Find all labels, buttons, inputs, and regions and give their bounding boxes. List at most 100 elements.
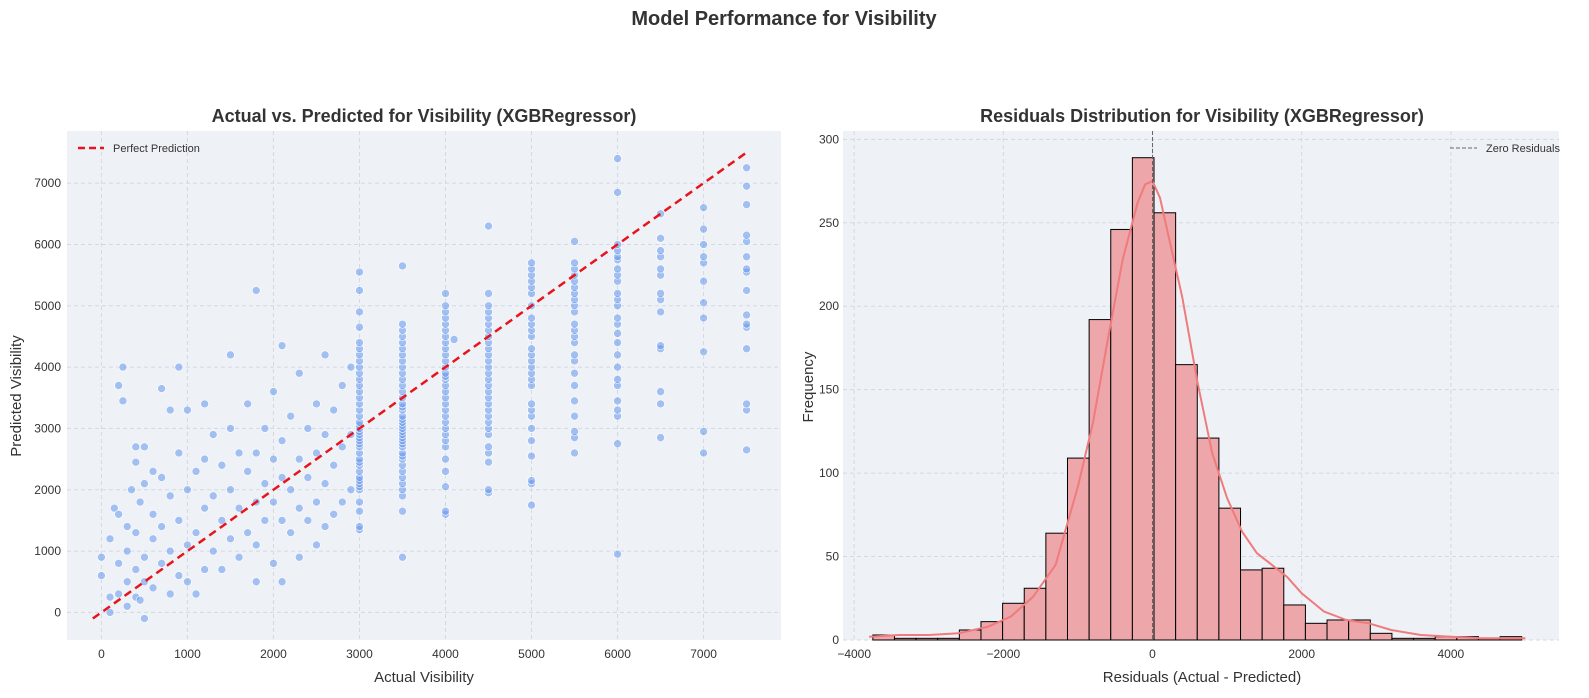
scatter-point [312, 399, 321, 409]
scatter-point [251, 448, 261, 458]
scatter-point [226, 485, 235, 495]
residuals-histogram-bar [1413, 637, 1436, 641]
scatter-point [398, 552, 407, 562]
scatter-point [251, 286, 261, 295]
scatter-y-ticks: 0 1000 2000 3000 4000 5000 6000 7000 [34, 176, 61, 619]
scatter-point [183, 577, 192, 587]
scatter-point [269, 559, 278, 568]
scatter-point [243, 399, 252, 409]
scatter-point [251, 577, 261, 587]
scatter-point [742, 310, 751, 320]
residuals-histogram-bar [937, 637, 960, 641]
figure-suptitle: Model Performance for Visibility [631, 8, 937, 30]
scatter-title: Actual vs. Predicted for Visibility (XGB… [212, 106, 637, 126]
scatter-point [277, 341, 287, 350]
scatter-point [269, 497, 278, 507]
scatter-y-tick-label: 7000 [34, 176, 61, 190]
scatter-point [148, 509, 158, 519]
scatter-point [148, 583, 158, 593]
scatter-point [699, 224, 708, 234]
residuals-y-tick-label: 300 [819, 132, 839, 146]
scatter-points [97, 154, 751, 623]
residuals-histogram-bar [893, 637, 917, 641]
scatter-point [355, 322, 364, 332]
scatter-point [441, 482, 450, 491]
scatter-panel: 0 1000 2000 3000 4000 5000 6000 7000 0 1000 2000 3… [8, 106, 781, 686]
scatter-point [320, 430, 330, 439]
scatter-point [320, 350, 330, 360]
scatter-point [105, 592, 115, 602]
scatter-point [570, 381, 579, 390]
scatter-point [398, 261, 407, 271]
scatter-point [527, 451, 536, 461]
scatter-point [699, 347, 708, 357]
scatter-point [277, 436, 287, 445]
scatter-point [226, 424, 235, 433]
residuals-histogram-bar [1304, 622, 1328, 641]
scatter-point [699, 313, 708, 323]
scatter-point [269, 387, 278, 396]
scatter-point [484, 221, 493, 231]
scatter-point [260, 424, 270, 433]
scatter-point [742, 445, 751, 455]
scatter-x-ticks: 0 1000 2000 3000 4000 5000 6000 7000 [98, 647, 717, 661]
residuals-histogram-bar [1240, 569, 1263, 641]
scatter-x-tick-label: 7000 [690, 647, 717, 661]
scatter-x-tick-label: 4000 [432, 647, 459, 661]
scatter-point [217, 460, 227, 470]
scatter-point [200, 454, 209, 464]
scatter-point [355, 506, 364, 516]
scatter-point [527, 313, 536, 323]
scatter-point [742, 399, 751, 409]
scatter-point [441, 289, 450, 298]
scatter-point [183, 405, 192, 415]
scatter-point [234, 552, 244, 562]
scatter-point [114, 559, 123, 568]
scatter-y-tick-label: 2000 [34, 483, 61, 497]
residuals-histogram-bar [1196, 437, 1220, 641]
scatter-point [527, 500, 536, 510]
scatter-point [114, 589, 123, 599]
scatter-x-tick-label: 1000 [174, 647, 201, 661]
scatter-point [320, 522, 330, 531]
legend-perfect-prediction-label: Perfect Prediction [113, 143, 200, 155]
scatter-point [131, 457, 141, 467]
residuals-y-tick-label: 0 [832, 633, 839, 647]
scatter-point [320, 479, 330, 488]
scatter-point [527, 399, 536, 409]
scatter-point [148, 467, 158, 476]
scatter-point [294, 454, 304, 464]
scatter-point [97, 552, 106, 562]
scatter-point [174, 362, 184, 372]
scatter-plot-area [67, 131, 781, 640]
residuals-histogram-bar [1326, 619, 1350, 641]
residuals-panel: −4000 −2000 0 2000 4000 0 50 100 150 200 250 300 R… [800, 106, 1560, 686]
scatter-x-axis-label: Actual Visibility [374, 669, 474, 686]
scatter-point [329, 460, 338, 470]
scatter-point [208, 430, 218, 439]
scatter-point [208, 491, 218, 501]
scatter-point [105, 534, 115, 544]
scatter-point [140, 552, 149, 562]
scatter-point [742, 264, 751, 274]
residuals-histogram-bar [915, 637, 939, 641]
residuals-grid [843, 131, 1559, 641]
residuals-y-tick-label: 100 [819, 466, 839, 480]
scatter-point [441, 467, 450, 476]
scatter-point [286, 528, 295, 537]
scatter-point [118, 396, 128, 406]
scatter-point [329, 509, 338, 519]
scatter-point [157, 384, 166, 393]
scatter-point [613, 396, 622, 406]
scatter-point [484, 301, 493, 311]
scatter-point [656, 341, 665, 350]
residuals-histogram-bar [1131, 157, 1155, 641]
scatter-point [570, 396, 579, 406]
scatter-point [208, 546, 218, 556]
scatter-point [346, 485, 356, 495]
scatter-point [346, 362, 356, 372]
scatter-point [613, 405, 622, 415]
scatter-point [183, 485, 192, 495]
scatter-point [329, 405, 338, 415]
scatter-point [398, 319, 407, 329]
